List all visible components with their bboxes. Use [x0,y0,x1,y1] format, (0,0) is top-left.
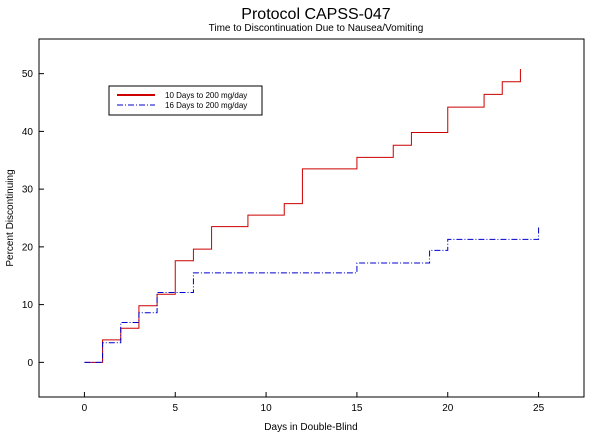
y-axis-label: Percent Discontinuing [5,169,16,266]
y-tick-label: 40 [22,127,34,138]
x-axis: 0 5 10 15 20 25 [82,392,545,414]
y-tick-label: 10 [22,300,34,311]
x-tick-label: 20 [442,403,454,414]
plot-frame [38,38,585,398]
y-tick-label: 50 [22,69,34,80]
series-layer [84,69,540,363]
chart-subtitle: Time to Discontinuation Due to Nausea/Vo… [209,23,424,34]
chart-title: Protocol CAPSS-047 [241,6,391,23]
series-2-line [84,227,540,363]
x-tick-label: 15 [351,403,363,414]
x-tick-label: 25 [533,403,545,414]
legend-label-series-2: 16 Days to 200 mg/day [165,101,247,110]
x-tick-label: 0 [82,403,88,414]
legend-label-series-1: 10 Days to 200 mg/day [165,91,247,100]
legend: 10 Days to 200 mg/day 16 Days to 200 mg/… [108,85,263,116]
x-tick-label: 10 [261,403,273,414]
y-tick-label: 0 [27,358,33,369]
legend-box [108,85,263,116]
y-tick-label: 30 [22,185,34,196]
y-axis: 0 10 20 30 40 50 [22,69,44,369]
x-tick-label: 5 [172,403,178,414]
y-tick-label: 20 [22,242,34,253]
x-axis-label: Days in Double-Blind [264,422,357,433]
